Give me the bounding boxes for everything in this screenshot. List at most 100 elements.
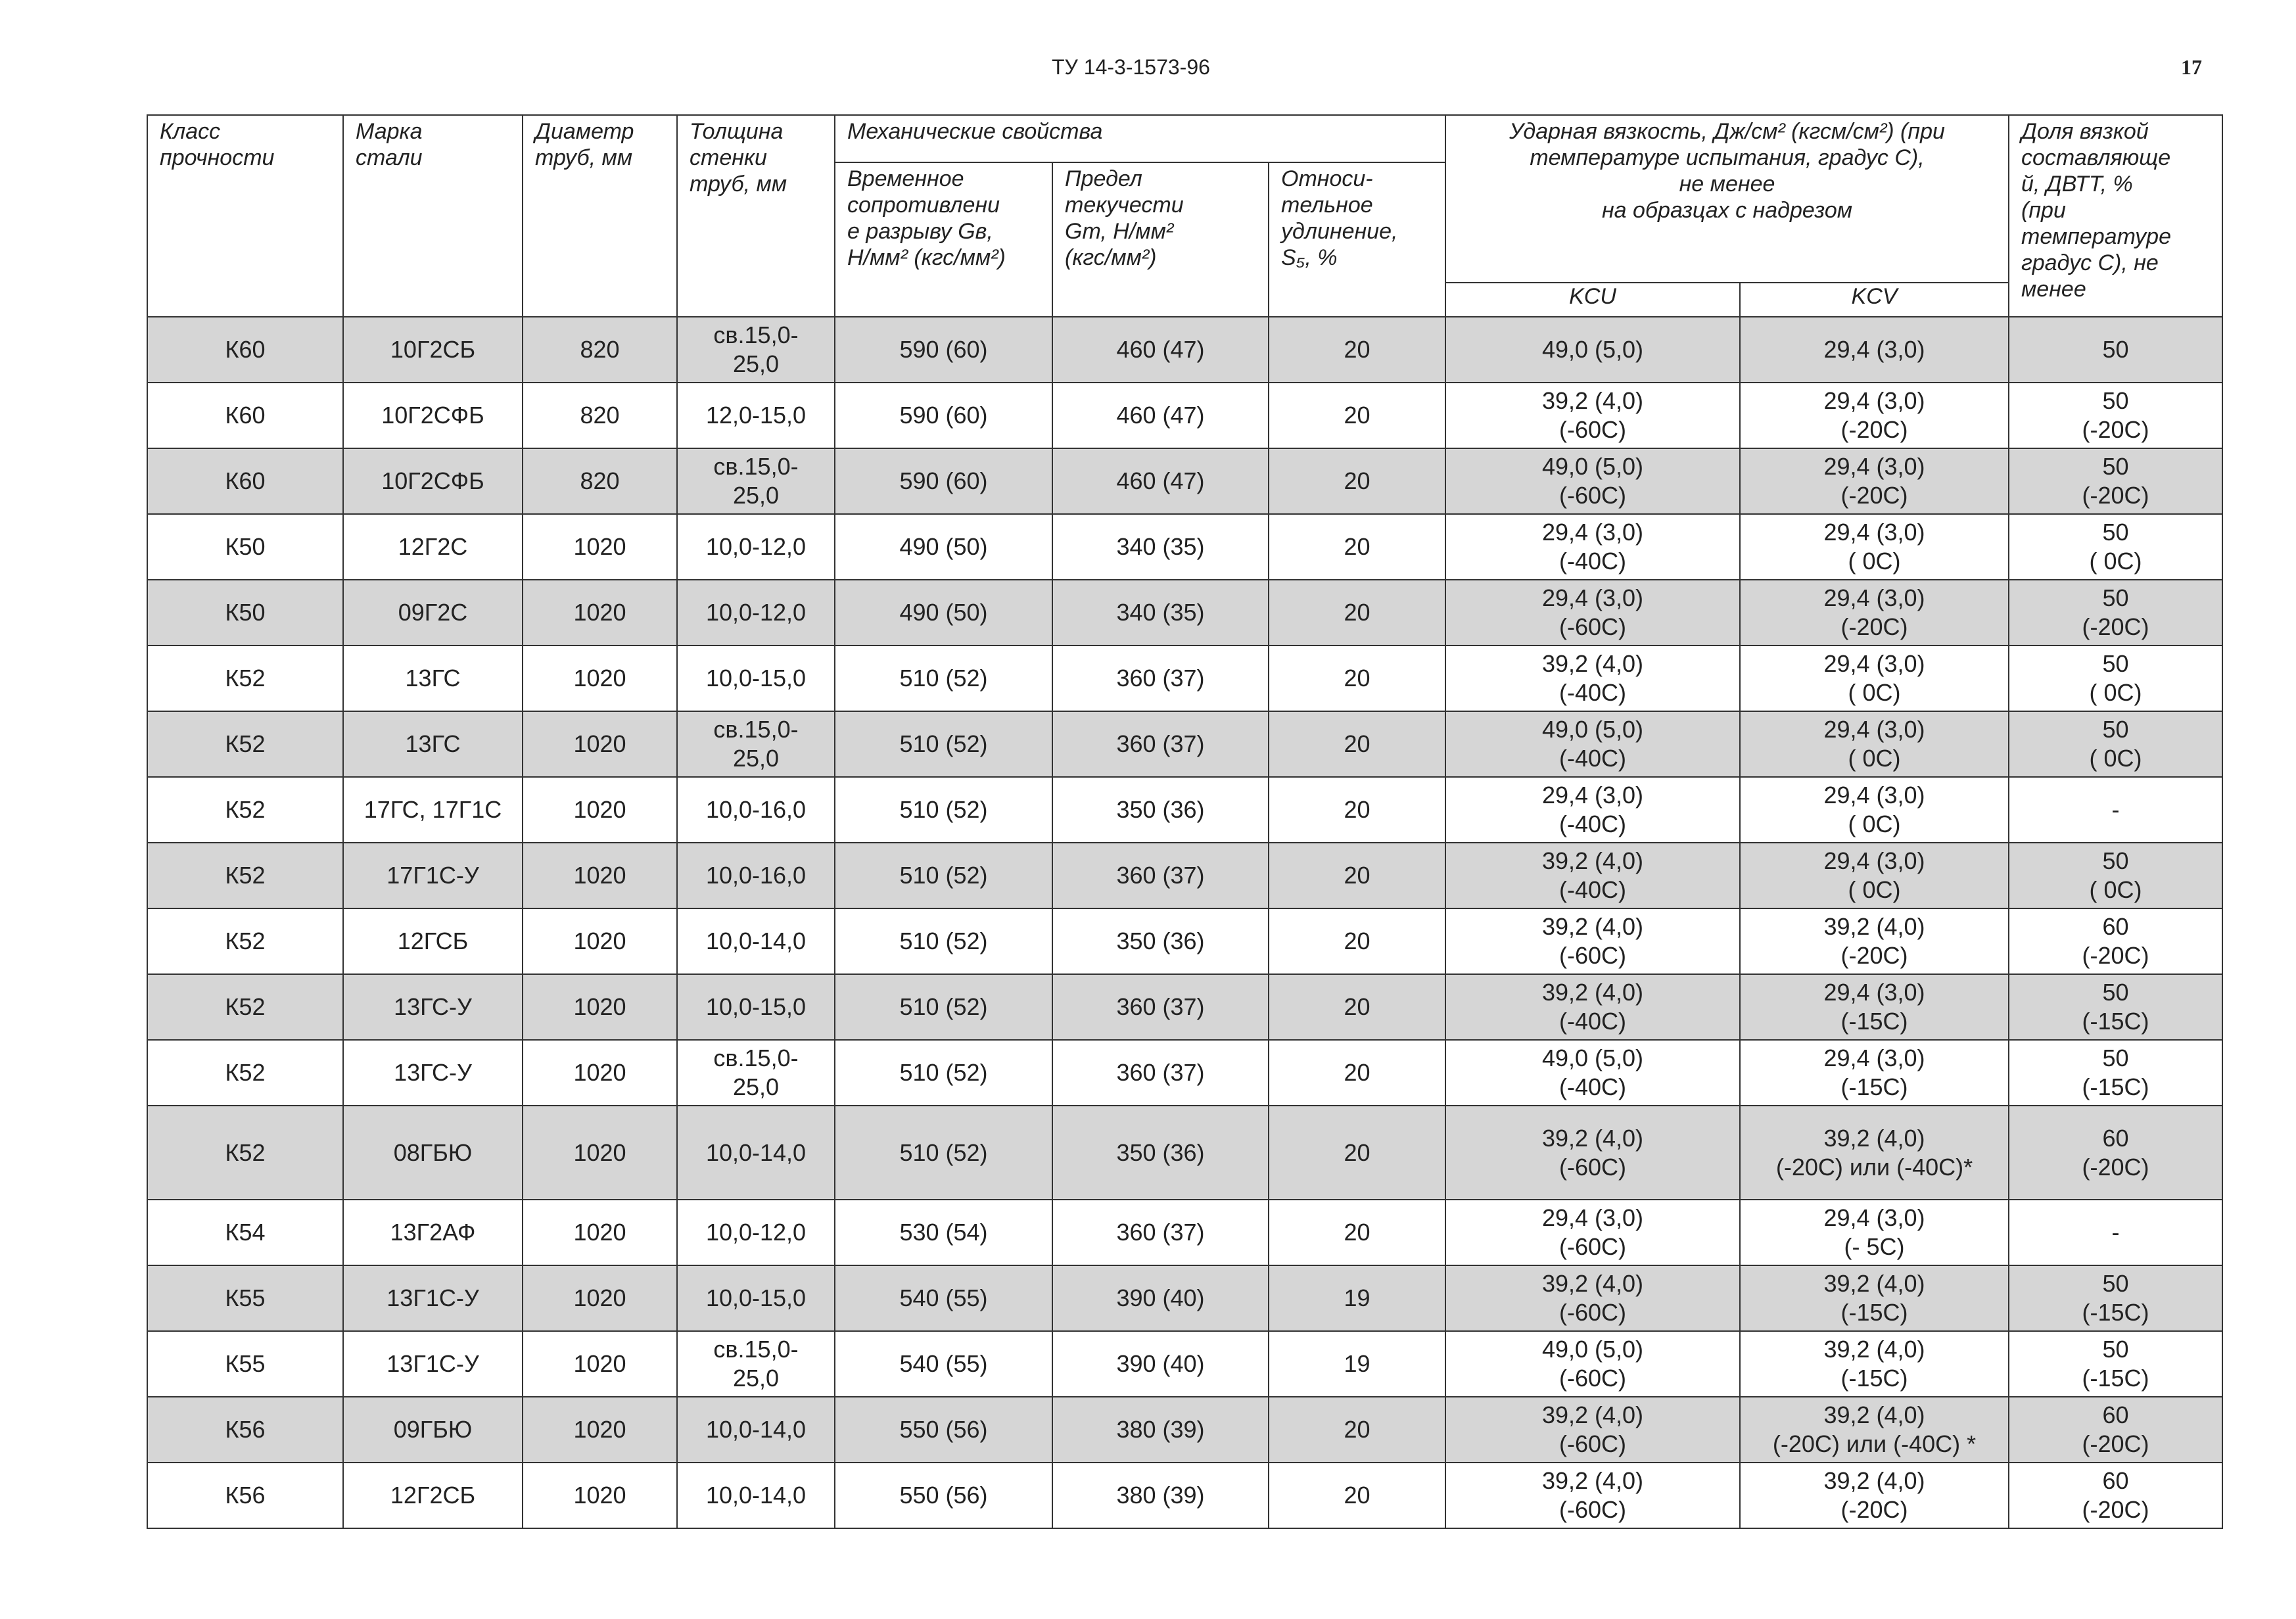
cell-text: 60 bbox=[2102, 1124, 2129, 1152]
data-cell: 340 (35) bbox=[1052, 513, 1269, 580]
cell-text: прочности bbox=[160, 145, 275, 170]
data-cell: К52 bbox=[147, 645, 344, 712]
cell-text: 29,4 (3,0) bbox=[1823, 584, 1925, 611]
data-cell: св.15,0- 25,0 bbox=[676, 1039, 835, 1106]
cell-text: 20 bbox=[1344, 533, 1371, 560]
data-cell: 510 (52) bbox=[834, 1105, 1053, 1200]
cell-text: S₅, % bbox=[1281, 245, 1338, 270]
cell-text: (-15С) bbox=[1840, 1073, 1908, 1100]
data-cell: К52 bbox=[147, 842, 344, 909]
cell-text: 29,4 (3,0) bbox=[1823, 847, 1925, 874]
data-cell: 510 (52) bbox=[834, 1039, 1053, 1106]
cell-text: Толщина bbox=[690, 119, 784, 144]
data-cell: 09ГБЮ bbox=[342, 1396, 523, 1463]
data-cell: 39,2 (4,0) (-20С) или (-40С)* bbox=[1739, 1105, 2009, 1200]
cell-text: (при bbox=[2021, 198, 2066, 223]
data-cell: 60 (-20С) bbox=[2008, 1105, 2223, 1200]
cell-text: 29,4 (3,0) bbox=[1541, 1204, 1644, 1231]
cell-text: 29,4 (3,0) bbox=[1823, 782, 1925, 809]
data-cell: 590 (60) bbox=[834, 316, 1053, 383]
cell-text: температуре испытания, градус С), bbox=[1530, 145, 1925, 170]
data-cell: 50 bbox=[2008, 316, 2223, 383]
cell-text: 510 (52) bbox=[899, 1059, 988, 1086]
data-cell: 390 (40) bbox=[1052, 1330, 1269, 1397]
data-cell: 10,0-14,0 bbox=[676, 908, 835, 975]
cell-text: К60 bbox=[225, 467, 266, 494]
data-cell: 530 (54) bbox=[834, 1199, 1053, 1266]
cell-text: 1020 bbox=[573, 665, 626, 692]
cell-text: 20 bbox=[1344, 862, 1371, 889]
cell-text: 50 bbox=[2102, 584, 2129, 611]
data-cell: 29,4 (3,0)( 0С) bbox=[1739, 513, 2009, 580]
cell-text: 60 bbox=[2102, 1401, 2129, 1428]
data-cell: 39,2 (4,0) (-60С) bbox=[1445, 1396, 1741, 1463]
cell-text: 20 bbox=[1344, 402, 1371, 429]
cell-text: труб, мм bbox=[535, 145, 633, 170]
cell-text: 50 bbox=[2102, 847, 2129, 874]
cell-text: 50 bbox=[2102, 650, 2129, 677]
data-cell: 10,0-16,0 bbox=[676, 842, 835, 909]
data-cell: 13Г1С-У bbox=[342, 1330, 523, 1397]
cell-text: Относи- bbox=[1281, 166, 1373, 191]
cell-text: (-60С) bbox=[1558, 1233, 1626, 1260]
data-cell: К55 bbox=[147, 1330, 344, 1397]
header-cell: Временное сопротивлени е разрыву Gв, Н/мм² … bbox=[834, 162, 1053, 317]
data-cell: 820 bbox=[522, 382, 678, 449]
data-cell: 39,2 (4,0) (-60С) bbox=[1445, 1462, 1741, 1529]
cell-text: 460 (47) bbox=[1116, 336, 1205, 363]
cell-text: 20 bbox=[1344, 927, 1371, 954]
cell-text: (-15С) bbox=[2082, 1008, 2149, 1035]
data-cell: 08ГБЮ bbox=[342, 1105, 523, 1200]
data-cell: К55 bbox=[147, 1265, 344, 1332]
cell-text: 10,0-14,0 bbox=[705, 1416, 807, 1443]
cell-text: температуре bbox=[2021, 224, 2171, 249]
data-cell: 10Г2СФБ bbox=[342, 448, 523, 515]
data-cell: 350 (36) bbox=[1052, 1105, 1269, 1200]
data-cell: 1020 bbox=[522, 1039, 678, 1106]
header-cell: Относи-тельное удлинение, S₅, % bbox=[1268, 162, 1446, 317]
data-cell: 20 bbox=[1268, 513, 1446, 580]
data-cell: 10Г2СФБ bbox=[342, 382, 523, 449]
cell-text: св.15,0- bbox=[713, 716, 799, 743]
cell-text: К60 bbox=[225, 336, 266, 363]
cell-text: 20 bbox=[1344, 1482, 1371, 1509]
data-cell: 39,2 (4,0) (-40С) bbox=[1445, 842, 1741, 909]
cell-text: 10,0-15,0 bbox=[705, 665, 807, 692]
data-cell: 39,2 (4,0) (-60С) bbox=[1445, 908, 1741, 975]
data-cell: 10,0-14,0 bbox=[676, 1396, 835, 1463]
data-cell: 50 (-20С) bbox=[2008, 448, 2223, 515]
cell-text: 25,0 bbox=[732, 350, 780, 377]
cell-text: 10,0-12,0 bbox=[705, 1219, 807, 1246]
data-cell: 50( 0С) bbox=[2008, 513, 2223, 580]
data-cell: К52 bbox=[147, 908, 344, 975]
data-cell: К60 bbox=[147, 382, 344, 449]
cell-text: 10,0-14,0 bbox=[705, 927, 807, 954]
data-cell: К56 bbox=[147, 1396, 344, 1463]
cell-text: Gт, Н/мм² bbox=[1065, 219, 1174, 244]
cell-text: 510 (52) bbox=[899, 665, 988, 692]
cell-text: 390 (40) bbox=[1116, 1350, 1205, 1377]
cell-text: 49,0 (5,0) bbox=[1541, 453, 1644, 480]
cell-text: 29,4 (3,0) bbox=[1823, 716, 1925, 743]
data-cell: 39,2 (4,0) (-15С) bbox=[1739, 1330, 2009, 1397]
data-cell: 50 (-15С) bbox=[2008, 1265, 2223, 1332]
header-cell: Марка стали bbox=[342, 114, 523, 317]
cell-text: 13Г2АФ bbox=[390, 1219, 476, 1246]
cell-text: 29,4 (3,0) bbox=[1823, 979, 1925, 1006]
cell-text: 490 (50) bbox=[899, 599, 988, 626]
cell-text: 13Г1С-У bbox=[387, 1350, 479, 1377]
data-cell: 1020 bbox=[522, 1265, 678, 1332]
cell-text: (-15С) bbox=[2082, 1073, 2149, 1100]
data-cell: 12,0-15,0 bbox=[676, 382, 835, 449]
cell-text: 39,2 (4,0) bbox=[1541, 1401, 1644, 1428]
cell-text: 50 bbox=[2102, 519, 2129, 546]
cell-text: 460 (47) bbox=[1116, 467, 1205, 494]
cell-text: тельное bbox=[1281, 193, 1373, 218]
cell-text: 50 bbox=[2102, 979, 2129, 1006]
cell-text: 350 (36) bbox=[1116, 1138, 1205, 1166]
cell-text: й, ДВТТ, % bbox=[2021, 172, 2133, 197]
data-cell: 380 (39) bbox=[1052, 1396, 1269, 1463]
cell-text: св.15,0- bbox=[713, 1336, 799, 1363]
cell-text: 10Г2СФБ bbox=[381, 467, 484, 494]
data-cell: 29,4 (3,0) (-15С) bbox=[1739, 974, 2009, 1041]
